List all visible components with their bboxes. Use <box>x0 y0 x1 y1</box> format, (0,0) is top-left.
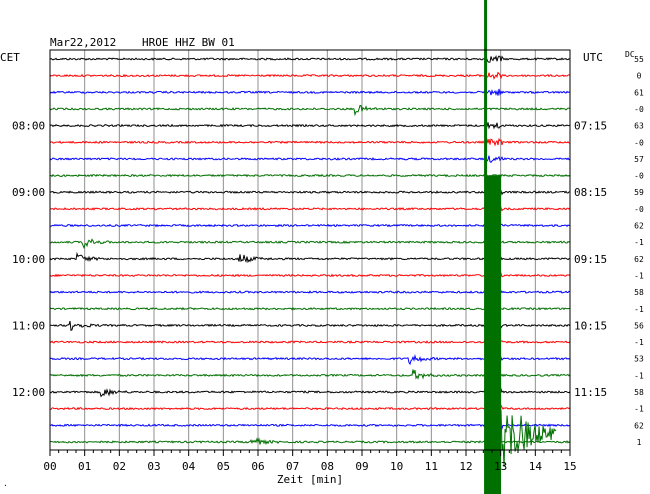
x-tick-label: 13 <box>494 460 507 473</box>
trace-line <box>49 320 571 332</box>
trace-line <box>50 420 571 431</box>
x-tick-label: 14 <box>529 460 543 473</box>
trace-line <box>49 287 571 296</box>
x-tick-label: 03 <box>147 460 160 473</box>
dc-offset-label: 58 <box>634 388 644 397</box>
x-tick-label: 07 <box>286 460 299 473</box>
x-tick-label: 00 <box>43 460 56 473</box>
trace-line <box>49 155 571 163</box>
utc-zone-label: UTC <box>583 51 603 64</box>
trace-line <box>50 238 571 250</box>
x-tick-label: 04 <box>182 460 196 473</box>
corner-mark: . <box>3 479 8 488</box>
dc-offset-label: 62 <box>634 222 644 231</box>
trace-line <box>49 137 571 147</box>
dc-offset-label: 55 <box>634 55 644 64</box>
trace-line <box>49 306 571 311</box>
dc-offset-label: -1 <box>634 305 644 314</box>
utc-time-label: 08:15 <box>574 186 607 199</box>
quake-saturation <box>485 175 502 494</box>
cet-time-label: 12:00 <box>12 386 45 399</box>
trace-line <box>49 104 571 117</box>
trace-line <box>49 337 571 347</box>
dc-offset-label: -1 <box>634 271 644 280</box>
trace-line <box>49 403 571 413</box>
dc-offset-label: 62 <box>634 421 644 430</box>
dc-offset-label: -1 <box>634 405 644 414</box>
dc-offset-labels: 55 0 61 -0 63 -0 57 -0 59 -0 62 -1 62 -1 58 -1 56 -1 53 -1 5… <box>634 55 644 447</box>
trace-line <box>49 251 571 264</box>
trace-line <box>49 173 571 178</box>
x-tick-label: 15 <box>563 460 576 473</box>
dc-offset-label: 59 <box>634 188 644 197</box>
dc-offset-label: 1 <box>637 438 642 447</box>
x-tick-label: 09 <box>355 460 368 473</box>
dc-offset-label: 57 <box>634 155 644 164</box>
trace-line <box>49 54 571 63</box>
cet-time-labels: 08:00 09:00 10:00 11:00 12:00 <box>12 120 45 399</box>
dc-offset-label: 62 <box>634 255 644 264</box>
x-tick-label: 06 <box>251 460 264 473</box>
dc-offset-label: 56 <box>634 321 644 330</box>
trace-line <box>49 437 571 446</box>
dc-offset-label: -1 <box>634 238 644 247</box>
trace-line <box>49 387 571 398</box>
x-tick-label: 08 <box>321 460 334 473</box>
utc-time-label: 07:15 <box>574 120 607 133</box>
x-tick-label: 11 <box>425 460 438 473</box>
dc-offset-label: 58 <box>634 288 644 297</box>
dc-offset-label: -1 <box>634 371 644 380</box>
trace-line <box>49 121 571 130</box>
cet-time-label: 08:00 <box>12 120 45 133</box>
trace-line <box>49 203 571 213</box>
trace-line <box>49 88 571 96</box>
dc-offset-label: 0 <box>637 72 642 81</box>
dc-offset-label: -0 <box>634 205 644 214</box>
station-label: HROE HHZ BW 01 <box>142 36 235 49</box>
dc-offset-label: 53 <box>634 355 644 364</box>
date-label: Mar22,2012 <box>50 36 116 49</box>
trace-line <box>49 354 571 366</box>
x-tick-label: 12 <box>459 460 472 473</box>
x-axis-ticks: 00 01 02 03 04 05 06 07 08 09 10 11 12 13 14 15 <box>43 450 577 473</box>
quake-coda <box>484 379 557 494</box>
cet-time-label: 10:00 <box>12 253 45 266</box>
dc-header-label: DC <box>625 50 635 59</box>
utc-time-labels: 07:15 08:15 09:15 10:15 11:15 <box>574 120 607 399</box>
dc-offset-label: 63 <box>634 122 644 131</box>
x-tick-label: 05 <box>217 460 230 473</box>
dc-offset-label: 61 <box>634 88 644 97</box>
cet-time-label: 09:00 <box>12 186 45 199</box>
x-tick-label: 01 <box>78 460 91 473</box>
utc-time-label: 09:15 <box>574 253 607 266</box>
trace-line <box>50 220 571 230</box>
x-tick-label: 02 <box>113 460 126 473</box>
dc-offset-label: -0 <box>634 105 644 114</box>
x-tick-label: 10 <box>390 460 403 473</box>
x-axis-label: Zeit [min] <box>277 473 343 486</box>
utc-time-label: 10:15 <box>574 319 607 332</box>
trace-line <box>49 71 570 80</box>
seismic-traces <box>49 54 571 446</box>
dc-offset-label: -0 <box>634 172 644 181</box>
cet-time-label: 11:00 <box>12 319 45 332</box>
trace-line <box>49 369 571 380</box>
earthquake-signal <box>484 0 557 494</box>
dc-offset-label: -0 <box>634 138 644 147</box>
utc-time-label: 11:15 <box>574 386 607 399</box>
trace-line <box>49 270 571 280</box>
cet-zone-label: CET <box>0 51 20 64</box>
dc-offset-label: -1 <box>634 338 644 347</box>
trace-line <box>49 187 571 197</box>
